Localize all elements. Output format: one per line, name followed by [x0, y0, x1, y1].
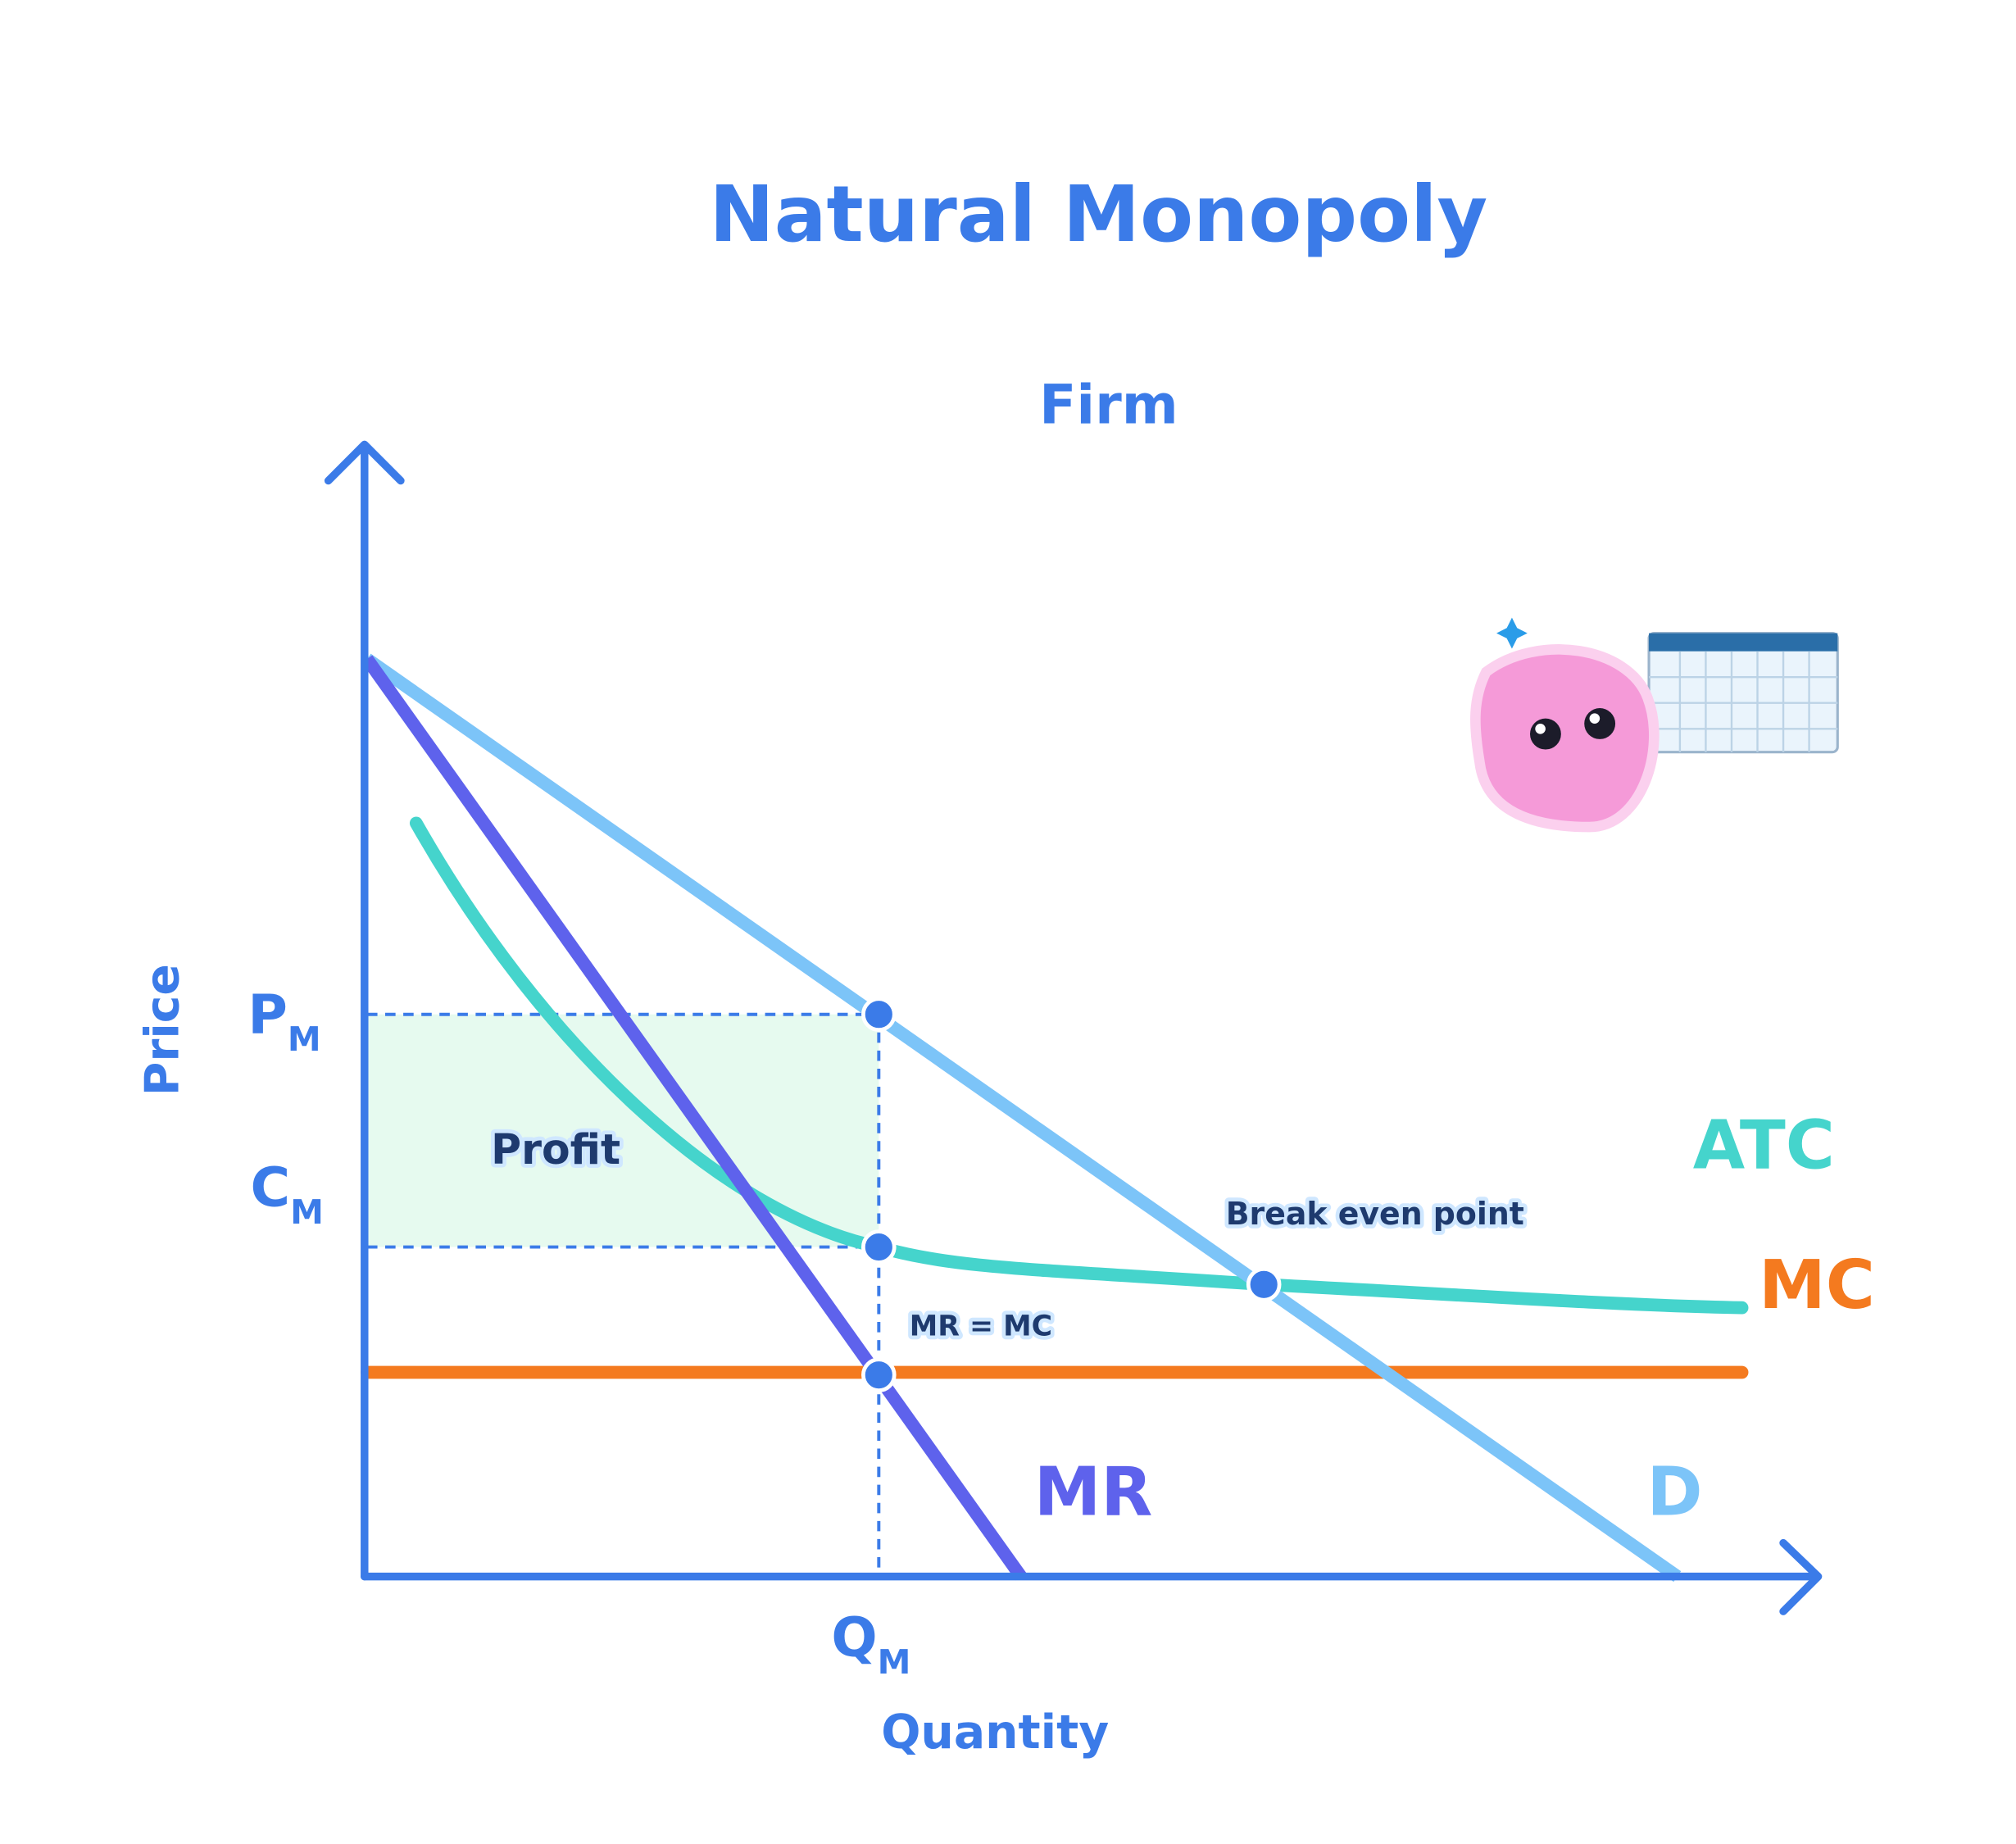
x-axis-label: Quantity	[881, 1705, 1109, 1760]
mr-mc-label: MR = MC	[910, 1310, 1052, 1342]
mr-label: MR	[1034, 1453, 1153, 1531]
mascot	[1470, 617, 1839, 833]
break-even-label: Break even point	[1226, 1196, 1524, 1232]
profit-label: Profit	[491, 1125, 620, 1174]
y-axis-label: Price	[136, 964, 190, 1096]
point	[861, 1357, 897, 1392]
mr-curve	[361, 655, 1027, 1581]
price-level: PM	[247, 983, 320, 1059]
mc-label: MC	[1759, 1247, 1875, 1324]
title: Natural Monopoly	[710, 170, 1488, 260]
point	[1246, 1266, 1282, 1302]
atc-curve	[409, 816, 1749, 1315]
quantity-level: QM	[831, 1606, 910, 1682]
profit-area	[366, 1014, 879, 1247]
demand-curve	[363, 653, 1682, 1583]
subtitle: Firm	[1039, 373, 1178, 436]
cost-level: CM	[250, 1156, 323, 1232]
atc-label: ATC	[1693, 1107, 1835, 1185]
point	[861, 997, 897, 1033]
points	[861, 997, 1282, 1392]
x-arrow	[1779, 1538, 1823, 1615]
point	[861, 1229, 897, 1265]
demand-label: D	[1647, 1453, 1703, 1531]
axes	[324, 440, 1823, 1615]
y-arrow	[324, 440, 405, 485]
